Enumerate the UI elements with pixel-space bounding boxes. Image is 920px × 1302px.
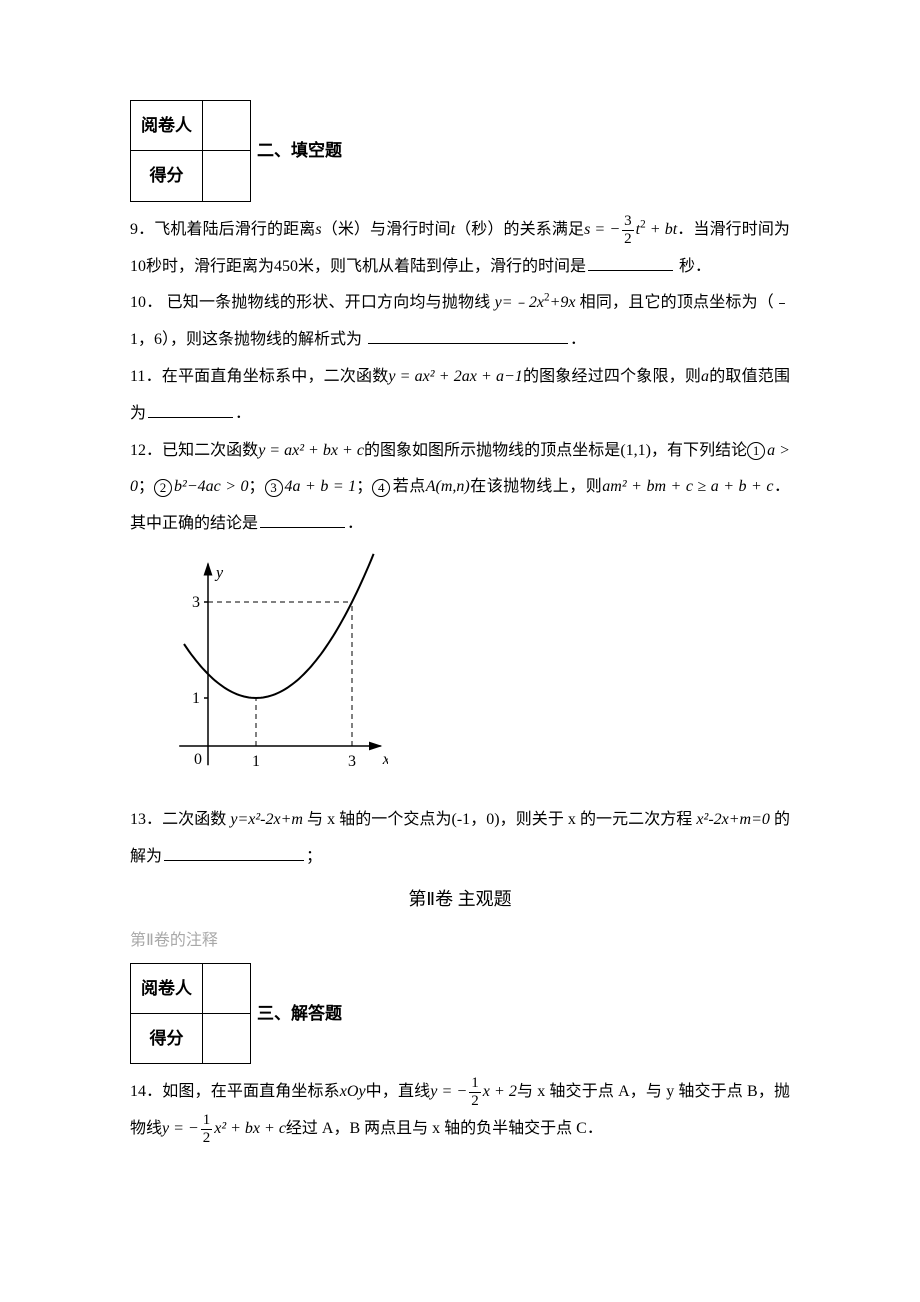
q12-c4-text-b: 在该抛物线上，则 [470, 478, 603, 495]
q13-text-b: 与 x 轴的一个交点为(-1，0)，则关于 x 的一元二次方程 [303, 811, 696, 828]
grader-table-2: 阅卷人 得分 [130, 100, 251, 202]
q11-eq: y = ax² + 2ax + a−1 [388, 368, 522, 385]
q12-c2-eq: b²−4ac > 0 [174, 478, 249, 495]
svg-text:y: y [214, 565, 224, 582]
svg-text:1: 1 [252, 753, 260, 770]
q14-num: 14． [130, 1083, 162, 1100]
q12-c3: 3 [265, 479, 283, 497]
q9-unit-s: （秒）的关系满足 [455, 221, 584, 238]
svg-text:1: 1 [192, 690, 200, 707]
q14-xoy: xOy [340, 1083, 366, 1100]
q12-c2: 2 [154, 479, 172, 497]
question-9: 9．飞机着陆后滑行的距离s（米）与滑行时间t（秒）的关系满足s = −32t2 … [130, 212, 790, 286]
q12-text-b: 的图象如图所示抛物线的顶点坐标是(1,1)，有下列结论 [364, 442, 747, 459]
score-blank [203, 151, 251, 201]
q12-c4-eq: am² + bm + c ≥ a + b + c [602, 478, 773, 495]
q13-eq-b: x²-2x+m=0 [696, 811, 769, 828]
q10-blank [368, 327, 568, 345]
q10-text-a: 已知一条抛物线的形状、开口方向均与抛物线 [162, 294, 494, 311]
q9-text-c: 秒． [679, 258, 711, 275]
grader-label-3: 阅卷人 [131, 963, 203, 1013]
q13-text-a: 二次函数 [162, 811, 230, 828]
q11-text-d: ． [235, 405, 251, 422]
q14-text-d: 经过 A，B 两点且与 x 轴的负半轴交于点 C． [286, 1120, 603, 1137]
grader-label: 阅卷人 [131, 101, 203, 151]
q9-num: 9． [130, 221, 154, 238]
svg-text:0: 0 [194, 751, 202, 768]
q14-eq1-lhs: y = − [430, 1083, 467, 1100]
q12-eq-main: y = ax² + bx + c [258, 442, 364, 459]
q12-c4-text-a: 若点 [392, 478, 426, 495]
q10-eq-b: +9x [550, 294, 576, 311]
q14-text-b: 中，直线 [366, 1083, 431, 1100]
question-13: 13．二次函数 y=x²-2x+m 与 x 轴的一个交点为(-1，0)，则关于 … [130, 802, 790, 876]
grader-blank [203, 101, 251, 151]
part2-note: 第Ⅱ卷的注释 [130, 923, 790, 958]
grader-blank-3 [203, 963, 251, 1013]
q9-eq-rhs-b: + bt [646, 221, 677, 238]
q11-num: 11． [130, 368, 162, 385]
svg-text:3: 3 [348, 753, 356, 770]
q12-text-a: 已知二次函数 [162, 442, 258, 459]
q14-eq1-rhs: x + 2 [483, 1083, 517, 1100]
question-14: 14．如图，在平面直角坐标系xOy中，直线y = −12x + 2与 x 轴交于… [130, 1074, 790, 1148]
q11-text-b: 的图象经过四个象限，则 [523, 368, 701, 385]
score-blank-3 [203, 1013, 251, 1063]
score-label: 得分 [131, 151, 203, 201]
q9-blank [588, 253, 673, 271]
parabola-graph: y x 0 1 3 1 3 [168, 551, 388, 781]
q11-blank [148, 400, 233, 418]
q13-text-d: ； [306, 848, 322, 865]
score-label-3: 得分 [131, 1013, 203, 1063]
q10-text-c: ． [570, 331, 586, 348]
q14-eq2-rhs: x² + bx + c [214, 1120, 286, 1137]
section2-title: 二、填空题 [257, 132, 342, 169]
q14-eq2-lhs: y = − [162, 1120, 199, 1137]
svg-text:3: 3 [192, 594, 200, 611]
q14-frac1: 12 [469, 1076, 481, 1109]
question-12: 12．已知二次函数y = ax² + bx + c的图象如图所示抛物线的顶点坐标… [130, 433, 790, 543]
q13-eq-a: y=x²-2x+m [230, 811, 303, 828]
q12-c4-point: A(m,n) [426, 478, 470, 495]
q12-blank [260, 511, 345, 529]
q12-graph-container: y x 0 1 3 1 3 [168, 551, 790, 794]
q12-num: 12． [130, 442, 162, 459]
q12-c3-eq: 4a + b = 1 [285, 478, 357, 495]
q13-num: 13． [130, 811, 162, 828]
q11-text-a: 在平面直角坐标系中，二次函数 [162, 368, 389, 385]
q10-eq-a: y=﹣2x [495, 294, 544, 311]
q9-unit-m: （米）与滑行时间 [322, 221, 451, 238]
q12-c4: 4 [372, 479, 390, 497]
q11-var-a: a [701, 368, 709, 385]
svg-text:x: x [382, 751, 388, 768]
q9-frac: 32 [622, 214, 634, 247]
q14-text-a: 如图，在平面直角坐标系 [162, 1083, 340, 1100]
q9-text-a: 飞机着陆后滑行的距离 [154, 221, 315, 238]
q9-eq-lhs: s = − [584, 221, 620, 238]
section3-header: 阅卷人 得分 三、解答题 [130, 963, 790, 1065]
q14-frac2: 12 [201, 1113, 213, 1146]
q12-c1: 1 [747, 442, 765, 460]
section3-title: 三、解答题 [257, 995, 342, 1032]
question-11: 11．在平面直角坐标系中，二次函数y = ax² + 2ax + a−1的图象经… [130, 359, 790, 433]
part2-title: 第Ⅱ卷 主观题 [130, 880, 790, 920]
q10-num: 10． [130, 294, 162, 311]
q12-text-d: ． [347, 515, 363, 532]
section2-header: 阅卷人 得分 二、填空题 [130, 100, 790, 202]
grader-table-3: 阅卷人 得分 [130, 963, 251, 1065]
q13-blank [164, 843, 304, 861]
question-10: 10． 已知一条抛物线的形状、开口方向均与抛物线 y=﹣2x2+9x 相同，且它… [130, 285, 790, 359]
